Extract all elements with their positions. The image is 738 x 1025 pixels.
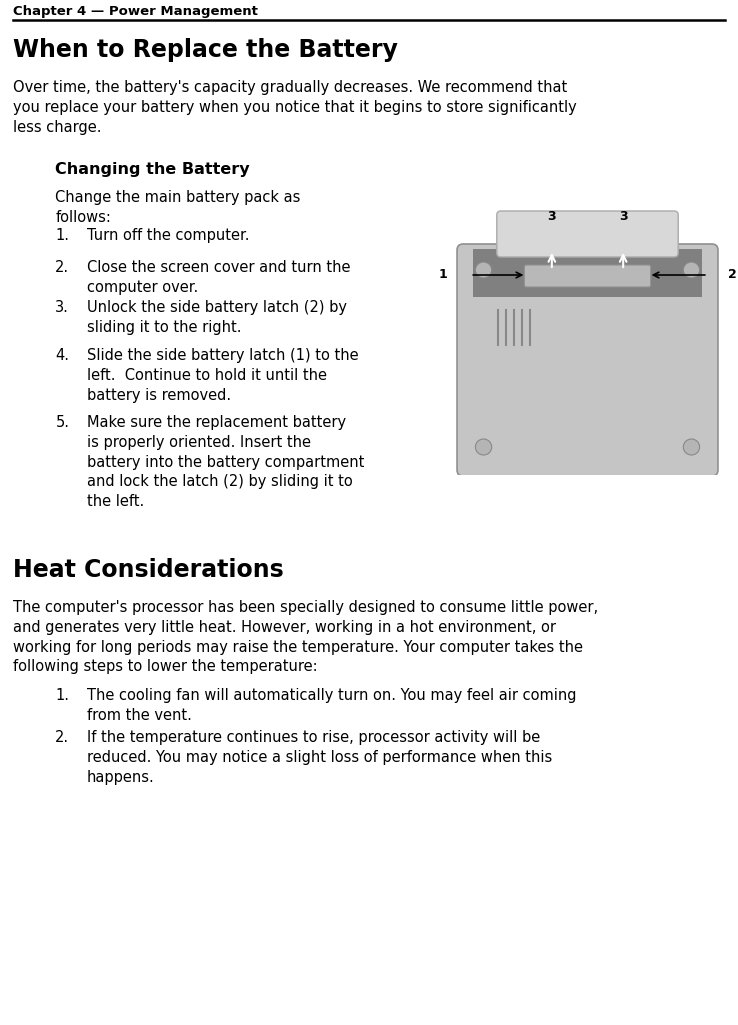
Text: 2: 2 bbox=[728, 269, 737, 282]
FancyBboxPatch shape bbox=[524, 265, 651, 287]
Text: 1.: 1. bbox=[55, 688, 69, 703]
Text: Slide the side battery latch (1) to the
left.  Continue to hold it until the
bat: Slide the side battery latch (1) to the … bbox=[87, 348, 359, 403]
Bar bbox=[473, 249, 702, 297]
Text: Over time, the battery's capacity gradually decreases. We recommend that
you rep: Over time, the battery's capacity gradua… bbox=[13, 80, 577, 134]
Text: Changing the Battery: Changing the Battery bbox=[55, 162, 250, 177]
Text: 2.: 2. bbox=[55, 260, 69, 275]
Circle shape bbox=[683, 439, 700, 455]
Text: 1: 1 bbox=[438, 269, 446, 282]
Circle shape bbox=[683, 262, 700, 278]
Text: The computer's processor has been specially designed to consume little power,
an: The computer's processor has been specia… bbox=[13, 600, 599, 674]
Text: Unlock the side battery latch (2) by
sliding it to the right.: Unlock the side battery latch (2) by sli… bbox=[87, 300, 347, 335]
Text: When to Replace the Battery: When to Replace the Battery bbox=[13, 38, 399, 62]
FancyBboxPatch shape bbox=[457, 244, 718, 476]
Text: Heat Considerations: Heat Considerations bbox=[13, 558, 284, 582]
Text: If the temperature continues to rise, processor activity will be
reduced. You ma: If the temperature continues to rise, pr… bbox=[87, 730, 552, 784]
Text: 1.: 1. bbox=[55, 228, 69, 243]
Text: 5.: 5. bbox=[55, 415, 69, 430]
FancyBboxPatch shape bbox=[497, 211, 678, 257]
Text: Change the main battery pack as
follows:: Change the main battery pack as follows: bbox=[55, 190, 300, 224]
Text: The cooling fan will automatically turn on. You may feel air coming
from the ven: The cooling fan will automatically turn … bbox=[87, 688, 576, 723]
Text: 3: 3 bbox=[619, 210, 627, 223]
Text: 2.: 2. bbox=[55, 730, 69, 745]
Text: Close the screen cover and turn the
computer over.: Close the screen cover and turn the comp… bbox=[87, 260, 351, 295]
Circle shape bbox=[475, 439, 492, 455]
Text: 3: 3 bbox=[548, 210, 556, 223]
Circle shape bbox=[475, 262, 492, 278]
Text: Chapter 4 — Power Management: Chapter 4 — Power Management bbox=[13, 5, 258, 18]
Text: 3.: 3. bbox=[55, 300, 69, 315]
Text: Make sure the replacement battery
is properly oriented. Insert the
battery into : Make sure the replacement battery is pro… bbox=[87, 415, 365, 509]
Text: 4.: 4. bbox=[55, 348, 69, 363]
Text: Turn off the computer.: Turn off the computer. bbox=[87, 228, 249, 243]
